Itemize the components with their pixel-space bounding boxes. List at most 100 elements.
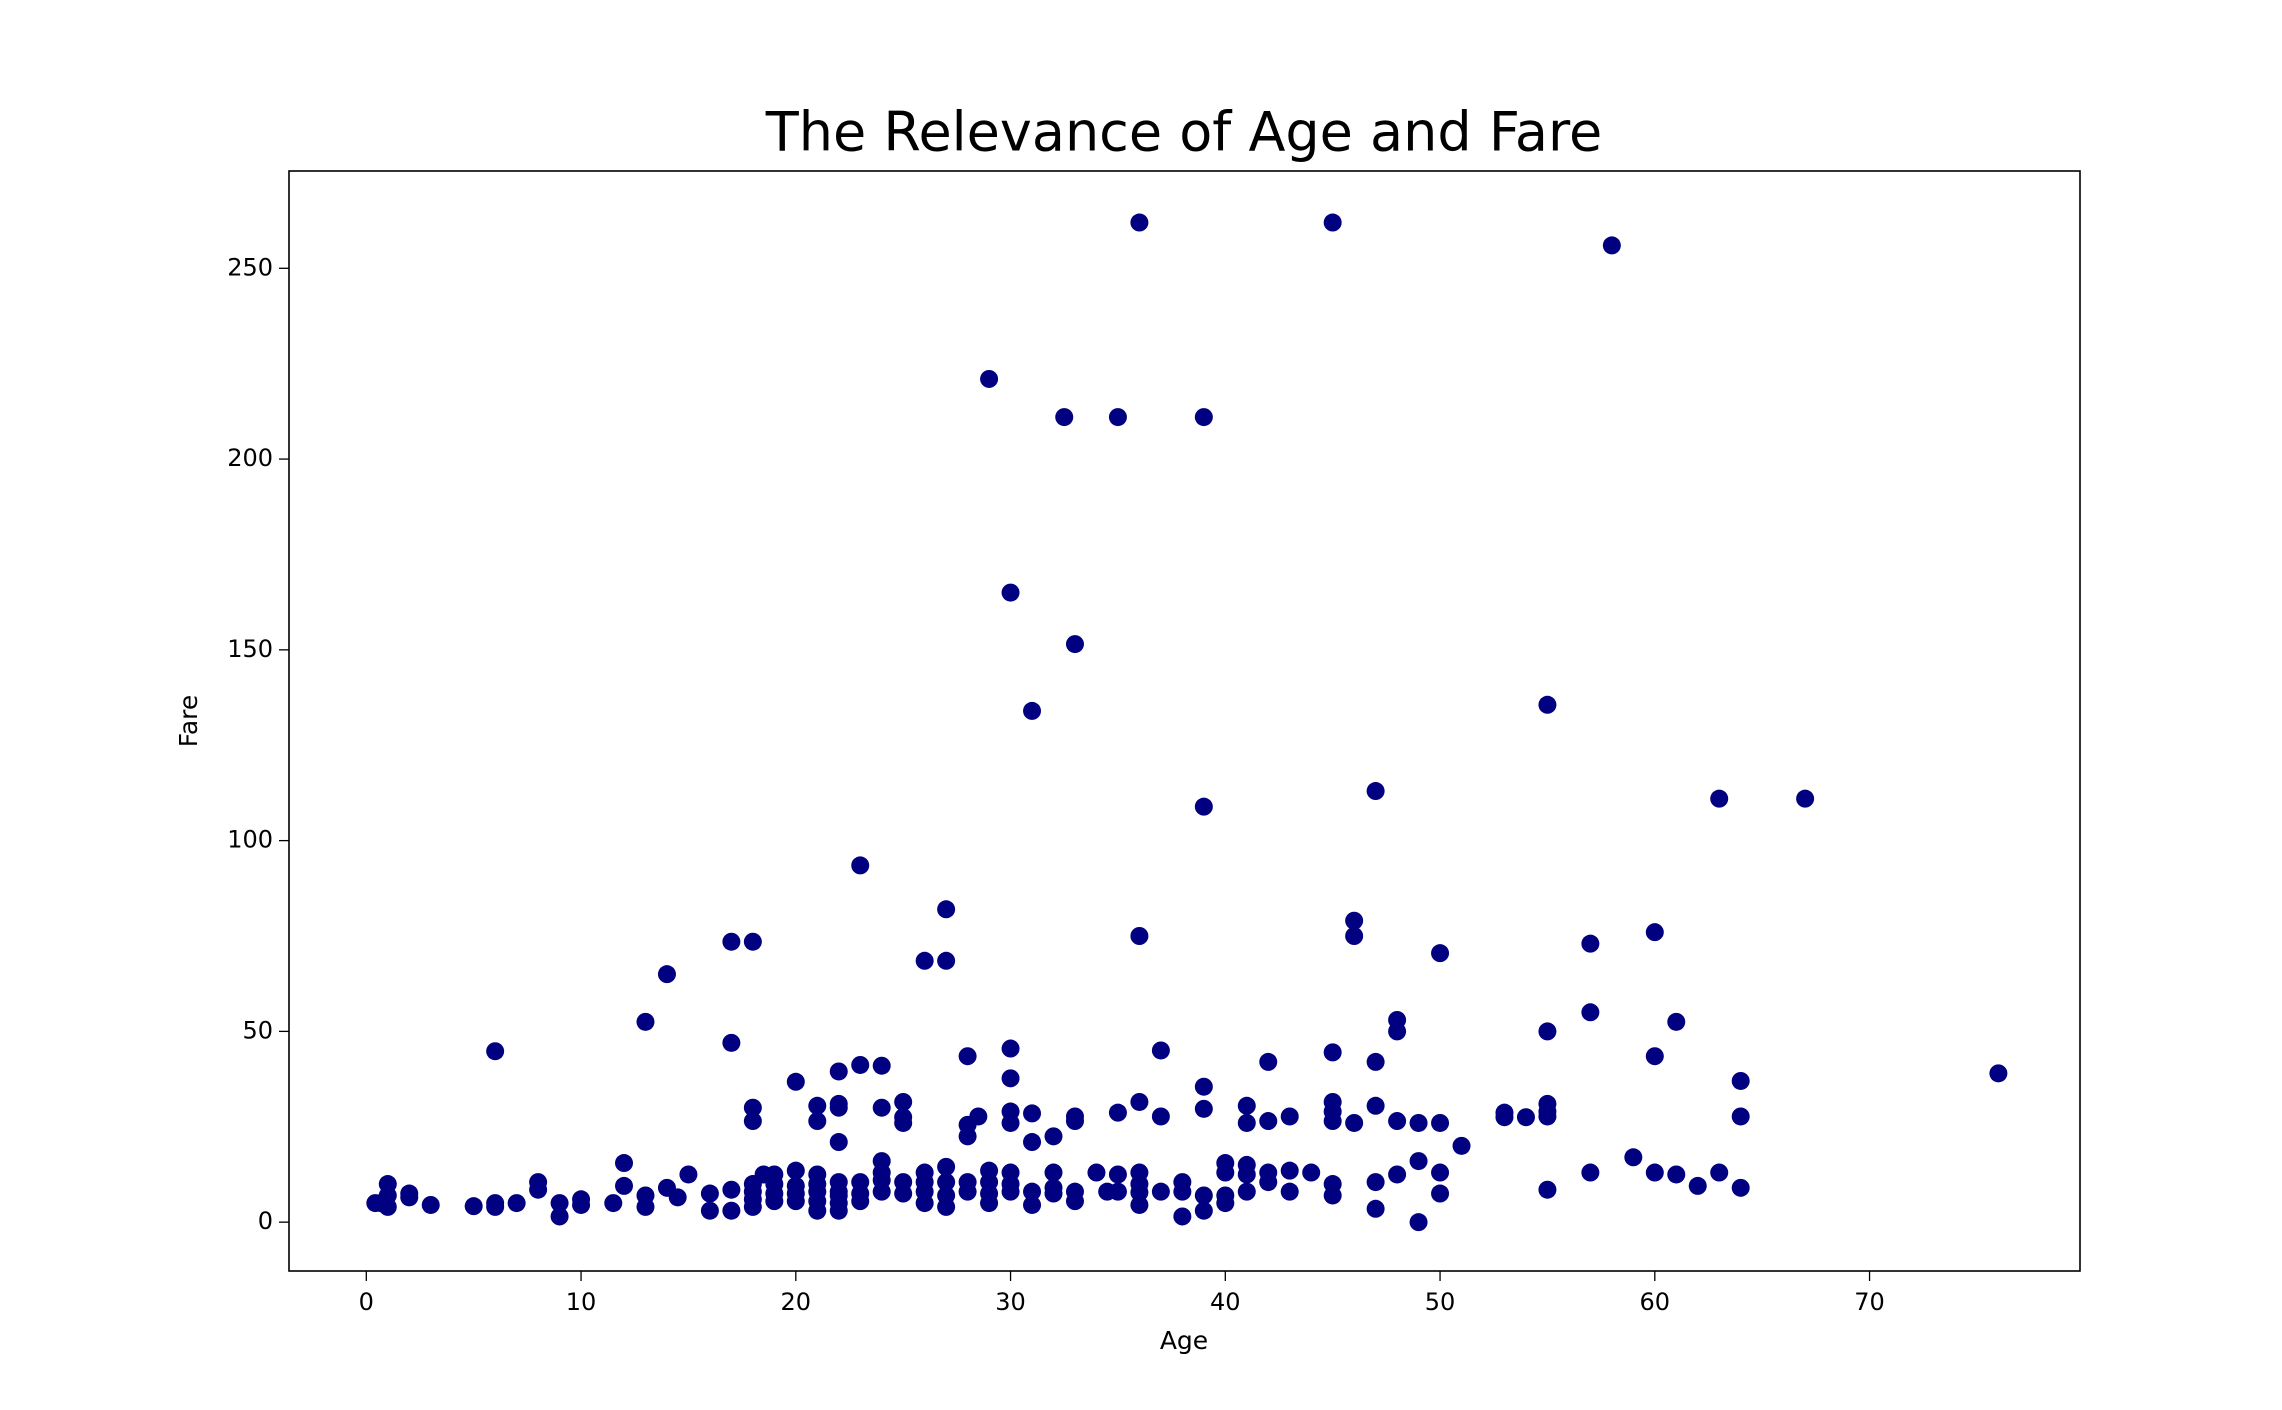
scatter-point (937, 1157, 956, 1176)
y-tick-label: 50 (242, 1016, 273, 1044)
scatter-point (1366, 1052, 1385, 1071)
scatter-point (1194, 1186, 1213, 1205)
scatter-point (1731, 1071, 1750, 1090)
x-tick-label: 10 (566, 1288, 597, 1316)
scatter-point (700, 1184, 719, 1203)
scatter-point (1130, 213, 1149, 232)
scatter-point (1151, 1182, 1170, 1201)
scatter-point (1366, 782, 1385, 801)
scatter-point (937, 951, 956, 970)
scatter-point (1044, 1184, 1063, 1203)
scatter-point (1538, 1180, 1557, 1199)
scatter-point (937, 1197, 956, 1216)
scatter-point (1280, 1107, 1299, 1126)
scatter-point (1388, 1022, 1407, 1041)
scatter-point (1280, 1161, 1299, 1180)
scatter-point (786, 1072, 805, 1091)
scatter-point (1023, 1104, 1042, 1123)
scatter-point (829, 1133, 848, 1152)
scatter-point (1645, 923, 1664, 942)
scatter-point (894, 1092, 913, 1111)
scatter-point (486, 1042, 505, 1061)
scatter-point (1194, 1201, 1213, 1220)
scatter-point (1130, 1195, 1149, 1214)
scatter-point (1237, 1113, 1256, 1132)
scatter-point (1388, 1165, 1407, 1184)
scatter-point (1688, 1176, 1707, 1195)
scatter-point (1581, 1163, 1600, 1182)
scatter-point (1538, 1022, 1557, 1041)
y-tick-label: 250 (227, 253, 273, 281)
scatter-point (980, 1194, 999, 1213)
x-tick-label: 70 (1854, 1288, 1885, 1316)
scatter-point (1001, 1113, 1020, 1132)
x-tick-label: 20 (781, 1288, 812, 1316)
scatter-point (1173, 1207, 1192, 1226)
scatter-point (1731, 1178, 1750, 1197)
scatter-point (851, 1192, 870, 1211)
scatter-point (829, 1062, 848, 1081)
scatter-point (657, 965, 676, 984)
scatter-point (636, 1197, 655, 1216)
scatter-point (1194, 1099, 1213, 1118)
scatter-point (1302, 1163, 1321, 1182)
scatter-point (1323, 213, 1342, 232)
scatter-point (1431, 1163, 1450, 1182)
scatter-point (1645, 1047, 1664, 1066)
scatter-point (743, 1112, 762, 1131)
scatter-point (1108, 1165, 1127, 1184)
x-tick-label: 40 (1210, 1288, 1241, 1316)
scatter-point (529, 1180, 548, 1199)
scatter-point (1388, 1112, 1407, 1131)
scatter-point (894, 1113, 913, 1132)
scatter-point (1710, 789, 1729, 808)
scatter-point (1001, 583, 1020, 602)
scatter-point (1237, 1182, 1256, 1201)
scatter-point (829, 1098, 848, 1117)
scatter-point (1130, 1183, 1149, 1202)
scatter-point (1323, 1186, 1342, 1205)
scatter-point (1345, 1113, 1364, 1132)
scatter-point (872, 1098, 891, 1117)
scatter-point (1237, 1096, 1256, 1115)
scatter-point (958, 1047, 977, 1066)
scatter-point (1667, 1165, 1686, 1184)
scatter-point (1065, 1112, 1084, 1131)
scatter-point (1409, 1152, 1428, 1171)
scatter-point (1194, 797, 1213, 816)
scatter-point (1602, 236, 1621, 255)
scatter-point (572, 1195, 591, 1214)
scatter-point (1151, 1107, 1170, 1126)
scatter-point (829, 1201, 848, 1220)
scatter-point (743, 1098, 762, 1117)
scatter-point (604, 1194, 623, 1213)
scatter-point (1409, 1113, 1428, 1132)
scatter-point (915, 951, 934, 970)
x-axis-label: Age (1160, 1326, 1208, 1355)
scatter-point (765, 1192, 784, 1211)
scatter-point (786, 1192, 805, 1211)
scatter-point (1023, 1195, 1042, 1214)
scatter-point (1796, 789, 1815, 808)
scatter-point (636, 1012, 655, 1031)
scatter-point (1345, 911, 1364, 930)
scatter-point (1366, 1199, 1385, 1218)
x-tick-label: 30 (995, 1288, 1026, 1316)
y-tick-label: 100 (227, 826, 273, 854)
scatter-point (722, 1033, 741, 1052)
scatter-point (937, 900, 956, 919)
scatter-point (1366, 1173, 1385, 1192)
scatter-point (615, 1154, 634, 1173)
scatter-point (378, 1197, 397, 1216)
scatter-point (1366, 1096, 1385, 1115)
scatter-point (808, 1096, 827, 1115)
scatter-point (1431, 1113, 1450, 1132)
scatter-point (507, 1194, 526, 1213)
scatter-point (400, 1188, 419, 1207)
scatter-point (851, 856, 870, 875)
scatter-point (915, 1194, 934, 1213)
scatter-point (743, 932, 762, 951)
scatter-point (1065, 635, 1084, 654)
scatter-point (1581, 1003, 1600, 1022)
scatter-point (1130, 927, 1149, 946)
